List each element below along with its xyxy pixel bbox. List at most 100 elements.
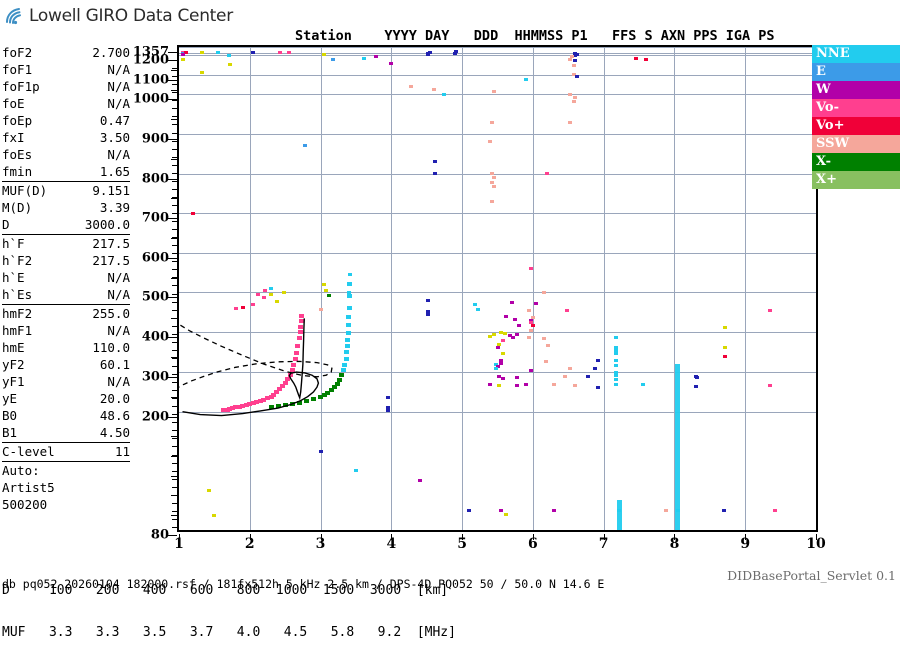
noise-point <box>489 199 494 203</box>
param-key: foEs <box>2 147 33 162</box>
legend-item-vo[interactable]: Vo- <box>812 99 900 117</box>
param-value: 3000.0 <box>84 217 130 232</box>
echo-trace-point <box>343 356 349 361</box>
x-tick-label: 2 <box>244 536 255 552</box>
y-tick-minor <box>172 285 177 286</box>
y-tick-minor <box>172 294 177 295</box>
noise-point <box>286 51 291 55</box>
y-tick-minor <box>172 446 177 447</box>
profile-curves <box>179 318 333 417</box>
echo-trace-point <box>274 390 280 395</box>
noise-point <box>562 375 567 379</box>
noise-point <box>614 370 619 374</box>
noise-point <box>564 308 569 312</box>
x-tick-label: 1 <box>174 536 184 552</box>
noise-point <box>496 374 501 378</box>
gridline-h <box>179 412 816 413</box>
y-tick-minor <box>171 397 177 398</box>
y-tick-minor <box>172 374 177 375</box>
gridline-h <box>179 75 816 76</box>
direction-legend[interactable]: NNE E W Vo- Vo+ SSW X- X+ <box>812 45 900 189</box>
noise-point <box>767 308 772 312</box>
noise-point <box>527 308 532 312</box>
gridline-h <box>179 292 816 293</box>
x-tick-major <box>816 534 817 540</box>
y-tick-label: 800 <box>141 171 169 187</box>
noise-point <box>348 273 353 277</box>
noise-point <box>269 292 273 296</box>
param-value: 217.5 <box>92 236 130 251</box>
echo-trace-point <box>282 380 288 385</box>
noise-point <box>571 73 576 77</box>
echo-trace-point <box>285 376 291 381</box>
x-tick-label: 5 <box>457 536 467 552</box>
noise-point <box>496 384 501 388</box>
y-tick-major <box>168 337 177 338</box>
x-tick-major <box>179 534 180 540</box>
echo-trace-point <box>264 396 270 401</box>
y-tick-label: 80 <box>150 527 169 543</box>
param-value: N/A <box>107 147 130 162</box>
noise-point <box>567 57 572 61</box>
y-tick-minor <box>172 358 177 359</box>
gridline-h <box>179 94 816 95</box>
echo-trace-point <box>257 398 263 403</box>
noise-point <box>489 120 494 124</box>
y-tick-label: 200 <box>141 409 169 425</box>
param-value: 9.151 <box>92 183 130 198</box>
y-tick-minor <box>172 471 177 472</box>
noise-point <box>515 384 520 388</box>
noise-point <box>489 172 494 176</box>
echo-trace-point <box>221 408 227 413</box>
legend-item-vo[interactable]: Vo+ <box>812 117 900 135</box>
noise-point <box>614 335 619 339</box>
noise-point <box>693 374 698 378</box>
param-key: B1 <box>2 425 18 440</box>
interference-stripe <box>675 364 681 530</box>
y-tick-minor <box>172 116 177 117</box>
gridline-h <box>179 47 816 48</box>
noise-point <box>516 323 521 327</box>
legend-item-w[interactable]: W <box>812 81 900 99</box>
noise-point <box>269 286 273 290</box>
y-tick-major <box>168 258 177 259</box>
y-tick-minor <box>172 479 177 480</box>
noise-point <box>488 383 493 387</box>
legend-item-e[interactable]: E <box>812 63 900 81</box>
noise-point <box>227 62 232 66</box>
param-key: D <box>2 217 10 232</box>
param-key: foEp <box>2 113 33 128</box>
legend-item-ssw[interactable]: SSW <box>812 135 900 153</box>
echo-trace-point <box>345 331 351 336</box>
noise-point <box>274 299 279 303</box>
y-tick-minor <box>172 92 177 93</box>
legend-item-x[interactable]: X- <box>812 153 900 171</box>
param-group: MUF(D) 9.151 M(D) 3.39 D 3000.0 <box>2 182 130 235</box>
noise-point <box>499 361 504 365</box>
legend-item-x[interactable]: X+ <box>812 171 900 189</box>
noise-point <box>596 359 600 363</box>
noise-point <box>523 77 528 81</box>
ionogram-plot[interactable] <box>177 45 818 532</box>
param-value: 3.50 <box>99 130 130 145</box>
noise-point <box>515 332 520 336</box>
noise-point <box>767 384 772 388</box>
legend-item-nne[interactable]: NNE <box>812 45 900 63</box>
noise-point <box>614 373 619 377</box>
x-tick-major <box>674 534 675 540</box>
y-tick-minor <box>171 456 177 457</box>
noise-point <box>593 367 598 371</box>
legend-item-label: NNE <box>816 46 850 61</box>
x-tick-major <box>745 534 746 540</box>
gridline-v <box>391 47 392 530</box>
noise-point <box>503 512 508 516</box>
y-tick-minor <box>172 350 177 351</box>
noise-point <box>723 326 728 330</box>
echo-trace-point <box>289 368 295 373</box>
param-row: fxI 3.50 <box>2 129 130 146</box>
noise-point <box>614 349 619 353</box>
y-tick-minor <box>172 422 177 423</box>
noise-point <box>495 365 500 368</box>
noise-point <box>573 96 578 99</box>
ionogram-plot-canvas[interactable] <box>179 47 816 530</box>
